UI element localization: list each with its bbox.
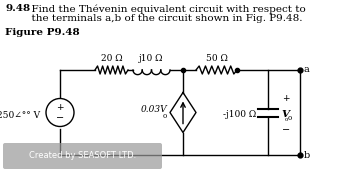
- Text: Find the Thévenin equivalent circuit with respect to: Find the Thévenin equivalent circuit wit…: [25, 4, 306, 13]
- Text: the terminals a,b of the circuit shown in Fig. P9.48.: the terminals a,b of the circuit shown i…: [25, 14, 303, 23]
- Text: Figure P9.48: Figure P9.48: [5, 28, 80, 37]
- Text: j10 Ω: j10 Ω: [139, 54, 164, 63]
- Text: o: o: [163, 112, 167, 121]
- Text: a: a: [304, 66, 310, 75]
- Text: -j100 Ω: -j100 Ω: [223, 110, 256, 119]
- Text: −: −: [282, 125, 290, 134]
- Text: 20 Ω: 20 Ω: [101, 54, 122, 63]
- Text: +: +: [56, 103, 64, 112]
- Text: o: o: [288, 113, 292, 121]
- Text: 0.03V: 0.03V: [140, 105, 167, 114]
- Text: −: −: [56, 113, 64, 124]
- Text: 9.48: 9.48: [5, 4, 30, 13]
- Text: V: V: [281, 110, 289, 119]
- Text: o: o: [285, 117, 288, 122]
- Text: +: +: [282, 94, 289, 103]
- Text: b: b: [304, 151, 310, 160]
- Text: 250∠°° V: 250∠°° V: [0, 111, 40, 120]
- FancyBboxPatch shape: [3, 143, 162, 169]
- Text: Created by SEASOFT LTD.: Created by SEASOFT LTD.: [29, 152, 136, 161]
- Text: 50 Ω: 50 Ω: [206, 54, 227, 63]
